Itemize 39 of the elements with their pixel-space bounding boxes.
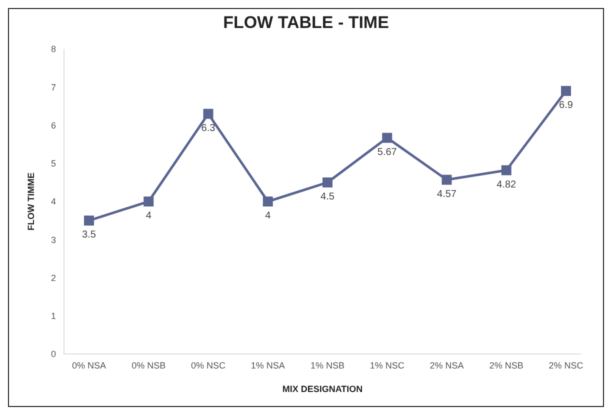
point <box>501 165 512 176</box>
y-tick-label: 2 <box>50 272 56 283</box>
chart-title: FLOW TABLE - TIME <box>222 13 390 33</box>
y-tick-label: 4 <box>50 196 56 207</box>
y-tick-label: 8 <box>50 44 56 54</box>
data-label: 4.82 <box>496 179 517 190</box>
x-tick-label: 1% NSC <box>370 360 405 370</box>
data-label: 4 <box>265 210 272 222</box>
y-tick-label: 7 <box>50 82 56 92</box>
x-tick-label: 2% NSB <box>489 360 524 370</box>
data-label: 6.3 <box>201 122 216 134</box>
point <box>382 132 392 143</box>
y-tick-label: 6 <box>50 120 56 130</box>
data-label: 5.67 <box>377 146 398 158</box>
data-label: 6.9 <box>559 100 574 112</box>
point <box>322 177 332 188</box>
point <box>442 174 452 185</box>
point <box>144 196 154 206</box>
y-tick-label: 0 <box>50 349 56 360</box>
y-axis-title: FLOW TIMME <box>26 172 36 230</box>
y-tick-label: 3 <box>50 234 56 245</box>
x-tick-label: 1% NSA <box>250 360 285 370</box>
x-axis-title: MIX DESIGNATION <box>282 384 363 394</box>
data-label: 3.5 <box>82 230 96 241</box>
x-tick-label: 0% NSC <box>190 360 226 370</box>
x-tick-label: 0% NSA <box>72 360 106 370</box>
point <box>84 216 94 226</box>
x-tick-label: 0% NSB <box>132 360 166 370</box>
x-tick-label: 2% NSC <box>548 360 584 370</box>
data-label: 4.5 <box>320 192 335 203</box>
data-label: 4 <box>146 210 152 222</box>
point <box>203 108 214 119</box>
point <box>262 196 273 206</box>
x-tick-label: 1% NSB <box>310 360 345 370</box>
x-tick-label: 2% NSA <box>430 360 464 370</box>
point <box>561 86 571 96</box>
y-tick-label: 5 <box>50 158 56 169</box>
data-label: 4.57 <box>437 188 457 200</box>
y-tick-label: 1 <box>50 311 56 322</box>
